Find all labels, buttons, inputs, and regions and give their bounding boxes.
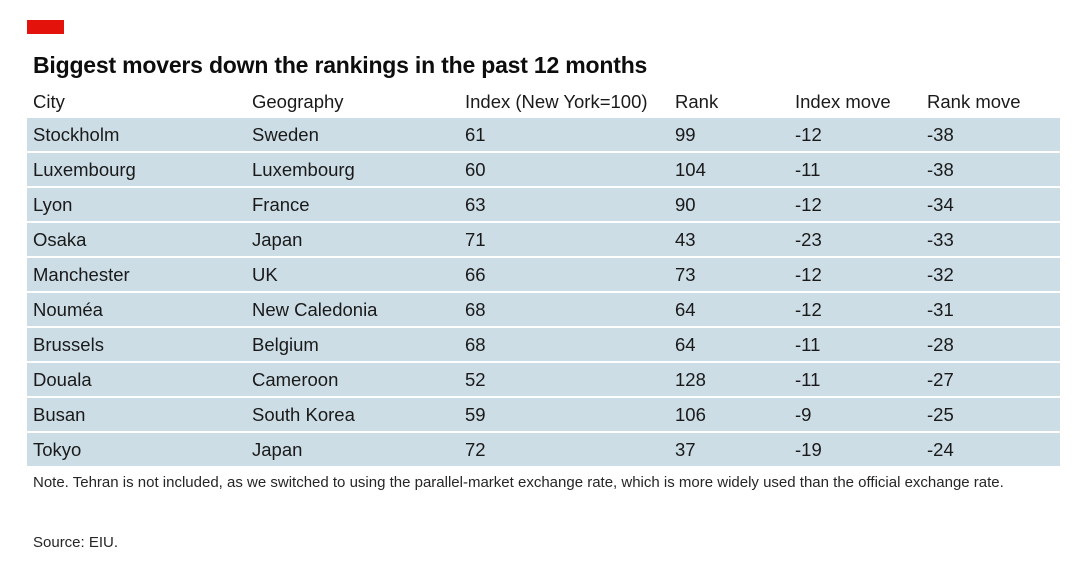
cell-geography: Sweden [252, 123, 319, 145]
cell-geography: South Korea [252, 403, 355, 425]
chart-note: Note. Tehran is not included, as we swit… [33, 474, 1004, 491]
cell-index: 60 [465, 158, 486, 180]
cell-city: Tokyo [33, 438, 82, 460]
chart-title: Biggest movers down the rankings in the … [33, 52, 648, 78]
cell-rank-move: -27 [927, 368, 954, 390]
cell-geography: Japan [252, 438, 303, 460]
cell-index: 52 [465, 368, 486, 390]
cell-rank: 99 [675, 123, 696, 145]
cell-index: 68 [465, 298, 486, 320]
cell-index-move: -12 [795, 123, 822, 145]
table-row: Lyon France 63 90 -12 -34 [27, 188, 1060, 223]
cell-index: 63 [465, 193, 486, 215]
cell-rank-move: -31 [927, 298, 954, 320]
table-row: Tokyo Japan 72 37 -19 -24 [27, 433, 1060, 468]
cell-index-move: -12 [795, 193, 822, 215]
cell-rank-move: -34 [927, 193, 954, 215]
cell-city: Nouméa [33, 298, 103, 320]
table-row: Luxembourg Luxembourg 60 104 -11 -38 [27, 153, 1060, 188]
column-header-rank: Rank [675, 91, 719, 112]
cell-rank: 128 [675, 368, 706, 390]
cell-index-move: -23 [795, 228, 822, 250]
cell-city: Lyon [33, 193, 73, 215]
cell-rank-move: -28 [927, 333, 954, 355]
cell-geography: Luxembourg [252, 158, 355, 180]
cell-rank-move: -38 [927, 158, 954, 180]
cell-index-move: -11 [795, 158, 821, 180]
cell-city: Busan [33, 403, 86, 425]
cell-index-move: -11 [795, 333, 821, 355]
cell-index: 72 [465, 438, 486, 460]
data-table: City Geography Index (New York=100) Rank Ind… [27, 86, 1060, 468]
cell-index-move: -19 [795, 438, 822, 460]
cell-city: Manchester [33, 263, 130, 285]
table-row: Busan South Korea 59 106 -9 -25 [27, 398, 1060, 433]
cell-city: Luxembourg [33, 158, 136, 180]
cell-rank-move: -24 [927, 438, 954, 460]
table-row: Brussels Belgium 68 64 -11 -28 [27, 328, 1060, 363]
cell-rank: 43 [675, 228, 696, 250]
cell-geography: France [252, 193, 310, 215]
cell-index-move: -12 [795, 263, 822, 285]
cell-geography: Cameroon [252, 368, 339, 390]
table-header-row: City Geography Index (New York=100) Rank Ind… [27, 86, 1060, 118]
cell-geography: Belgium [252, 333, 319, 355]
chart-source: Source: EIU. [33, 534, 119, 551]
cell-index: 68 [465, 333, 486, 355]
brand-red-tag [27, 20, 64, 34]
table-row: Manchester UK 66 73 -12 -32 [27, 258, 1060, 293]
cell-index: 61 [465, 123, 486, 145]
column-header-rank-move: Rank move [927, 91, 1021, 112]
cell-rank: 106 [675, 403, 706, 425]
cell-geography: UK [252, 263, 278, 285]
table-row: Douala Cameroon 52 128 -11 -27 [27, 363, 1060, 398]
cell-rank-move: -33 [927, 228, 954, 250]
cell-rank-move: -25 [927, 403, 954, 425]
cell-rank: 73 [675, 263, 696, 285]
table-row: Stockholm Sweden 61 99 -12 -38 [27, 118, 1060, 153]
column-header-city: City [33, 91, 65, 112]
cell-rank: 64 [675, 333, 696, 355]
cell-rank: 90 [675, 193, 696, 215]
cell-rank: 104 [675, 158, 706, 180]
cell-city: Osaka [33, 228, 87, 250]
table-row: Osaka Japan 71 43 -23 -33 [27, 223, 1060, 258]
cell-index-move: -9 [795, 403, 812, 425]
cell-city: Stockholm [33, 123, 120, 145]
cell-geography: Japan [252, 228, 303, 250]
column-header-index: Index (New York=100) [465, 91, 648, 112]
cell-index: 59 [465, 403, 486, 425]
table-row: Nouméa New Caledonia 68 64 -12 -31 [27, 293, 1060, 328]
cell-rank: 37 [675, 438, 696, 460]
cell-index: 71 [465, 228, 486, 250]
cell-city: Douala [33, 368, 92, 390]
cell-index-move: -11 [795, 368, 821, 390]
column-header-index-move: Index move [795, 91, 891, 112]
cell-index-move: -12 [795, 298, 822, 320]
cell-rank-move: -38 [927, 123, 954, 145]
cell-geography: New Caledonia [252, 298, 378, 320]
cell-rank: 64 [675, 298, 696, 320]
column-header-geography: Geography [252, 91, 344, 112]
cell-rank-move: -32 [927, 263, 954, 285]
cell-index: 66 [465, 263, 486, 285]
cell-city: Brussels [33, 333, 104, 355]
